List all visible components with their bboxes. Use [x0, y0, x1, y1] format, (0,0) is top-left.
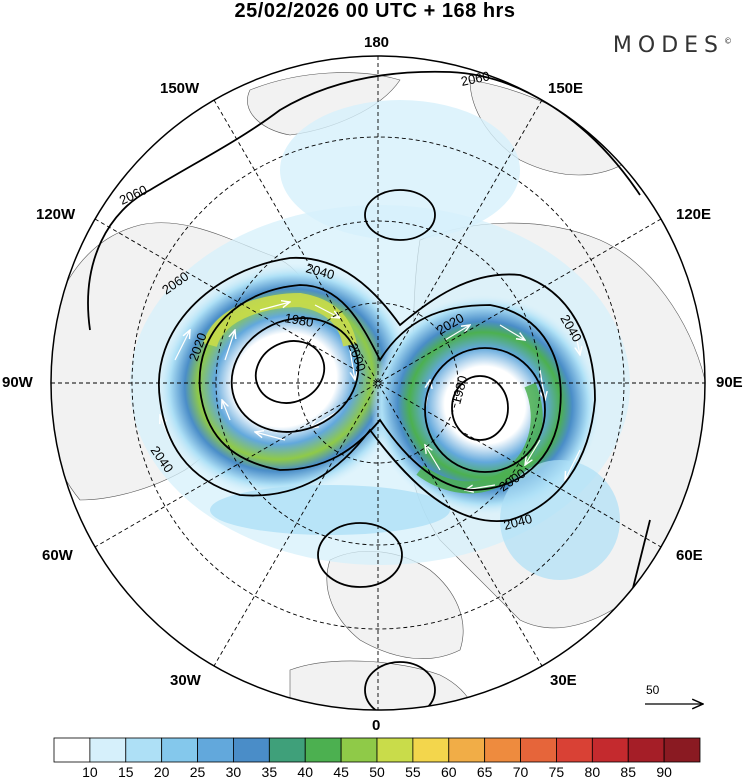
colorbar-tick-label: 90 [656, 764, 672, 780]
colorbar-tick-label: 70 [512, 764, 529, 780]
jet-halo-southeast [500, 460, 620, 580]
colorbar-tick-label: 55 [405, 764, 421, 780]
colorbar-swatch [197, 737, 234, 763]
colorbar-tick-label: 60 [440, 764, 457, 780]
copyright-mark: © [724, 36, 732, 46]
jet-max-west [203, 292, 357, 348]
graticule [51, 56, 705, 710]
colorbar-tick-label: 25 [189, 764, 206, 780]
wind-vector [349, 349, 355, 380]
brand-text: MODES [612, 33, 724, 58]
colorbar-swatch [161, 737, 198, 763]
wind-speed-shading [130, 100, 630, 580]
colorbar-tick-label: 75 [548, 764, 565, 780]
wind-vector [255, 432, 286, 441]
colorbar-swatch [591, 737, 629, 763]
contour-closed-south [317, 522, 403, 588]
wind-vector [224, 330, 235, 361]
colorbar-tick-label: 35 [261, 764, 278, 780]
longitude-label-90e: 90E [716, 374, 743, 391]
longitude-label-90w: 90W [2, 374, 33, 391]
wind-vector [565, 449, 581, 480]
colorbar-swatch [268, 737, 306, 763]
contour-label: 1980 [448, 374, 470, 406]
contour-1980-east [451, 375, 509, 441]
map-border [50, 55, 706, 711]
contour-closed-bottom [364, 661, 436, 710]
wind-vector [314, 304, 340, 318]
colorbar-tick-label: 85 [620, 764, 637, 780]
colorbar-swatch [125, 737, 163, 763]
colorbar-swatch [376, 737, 414, 763]
colorbar-tick-label: 45 [333, 764, 349, 780]
colorbar-swatch [304, 737, 342, 763]
colorbar-tick-label: 30 [225, 764, 242, 780]
colorbar-tick-label: 15 [117, 764, 134, 780]
colorbar-tick-label: 40 [297, 764, 314, 780]
longitude-label-120e: 120E [676, 206, 712, 223]
colorbar-swatch [233, 737, 270, 763]
longitude-label-180: 180 [364, 34, 390, 51]
wind-vector [444, 325, 470, 341]
colorbar-swatch [556, 737, 593, 763]
longitude-label-30e: 30E [550, 672, 577, 689]
wind-vector [174, 330, 190, 361]
colorbar-swatch [340, 737, 378, 763]
colorbar-tick-label: 65 [476, 764, 493, 780]
brand-logo: MODES© [613, 33, 732, 58]
contour-2040-outer [158, 257, 596, 523]
colorbar-tick-label: 50 [369, 764, 385, 780]
jet-core-east [370, 294, 600, 516]
wind-vector [575, 329, 580, 355]
colorbar-tick-label: 10 [82, 764, 98, 780]
wind-vector [499, 324, 525, 340]
colorbar-swatch [520, 737, 557, 763]
wind-vector [310, 409, 341, 428]
contour-label: 2040 [502, 511, 534, 533]
reference-vector-label: 50 [646, 683, 660, 697]
longitude-label-150w: 150W [160, 80, 200, 97]
jet-halo-south [210, 485, 450, 535]
contour-closed-north [364, 189, 436, 241]
longitude-label-0: 0 [372, 717, 381, 734]
contour-1980-west [254, 340, 326, 404]
map-disc [51, 56, 705, 710]
longitude-label-120w: 120W [36, 206, 76, 223]
colorbar-swatch [663, 737, 701, 763]
colorbar-swatch [448, 737, 486, 763]
colorbar-tick-labels: 10 15 20 25 30 35 40 45 50 55 60 65 70 75 80 85 90 [0, 764, 750, 782]
longitude-label-60w: 60W [42, 547, 73, 564]
jet-halo-north [280, 100, 520, 240]
wind-vector [525, 439, 541, 465]
colorbar-swatch [412, 737, 450, 763]
contour-label: 2060 [460, 68, 491, 89]
longitude-label-30w: 30W [170, 672, 201, 689]
contour-label: 2040 [304, 260, 336, 282]
contour-label: 1980 [283, 310, 314, 330]
map-title: 25/02/2026 00 UTC + 168 hrs [234, 0, 516, 22]
jet-max-east [416, 382, 543, 494]
contour-2020 [198, 284, 562, 491]
wind-vector [222, 400, 231, 421]
colorbar [53, 737, 701, 763]
land-africa [289, 660, 479, 710]
colorbar-tick-label: 20 [153, 764, 170, 780]
wind-vector [259, 302, 290, 311]
colorbar-tick-label: 80 [584, 764, 601, 780]
colorbar-swatch [484, 737, 521, 763]
contour-2000-west [230, 317, 360, 433]
longitude-label-60e: 60E [676, 547, 703, 564]
wind-vector [425, 445, 441, 471]
colorbar-swatch [89, 737, 127, 763]
colorbar-swatch [627, 737, 665, 763]
longitude-label-150e: 150E [548, 80, 584, 97]
colorbar-swatch [53, 737, 91, 763]
